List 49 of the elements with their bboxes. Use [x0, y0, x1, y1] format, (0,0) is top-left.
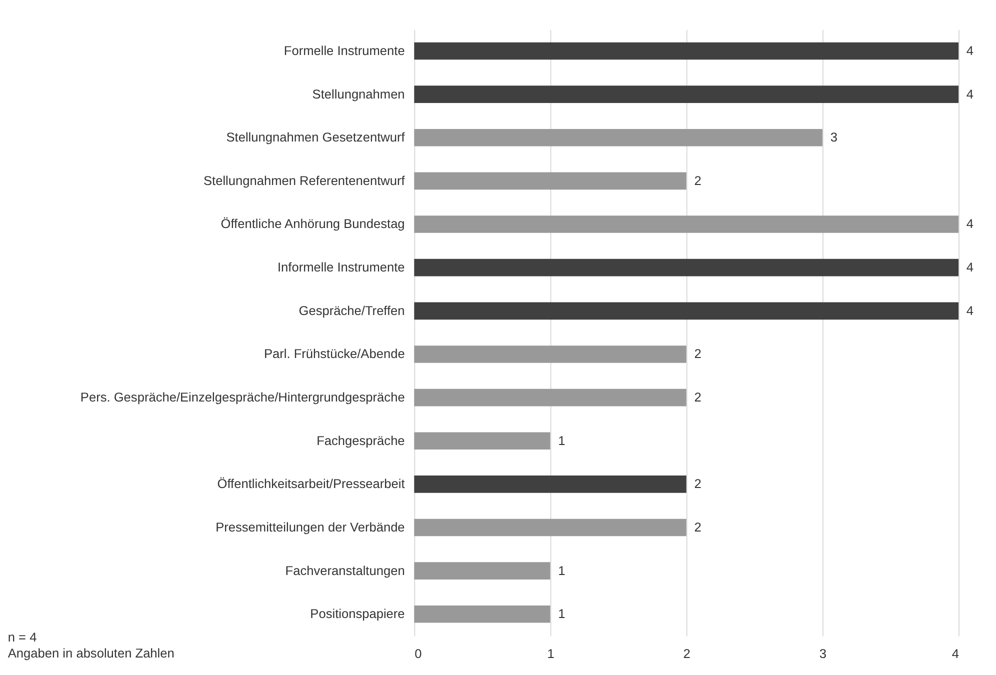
bar: [414, 172, 686, 190]
y-tick-label: Pers. Gespräche/Einzelgespräche/Hintergrundgespräche: [80, 389, 405, 404]
y-tick-label: Fachgespräche: [316, 432, 405, 448]
y-tick-label: Positionspapiere: [310, 606, 405, 622]
bar: [414, 42, 959, 60]
bar: [414, 346, 686, 363]
y-tick-label: Stellungnahmen: [312, 86, 405, 102]
data-label: 2: [694, 389, 702, 404]
bar: [414, 128, 822, 146]
data-label: 4: [966, 42, 974, 58]
y-tick-label: Stellungnahmen Gesetzentwurf: [226, 130, 406, 145]
data-label: 4: [966, 216, 974, 232]
data-label: 1: [558, 432, 566, 448]
bar: [414, 432, 550, 450]
data-label: 4: [966, 302, 974, 318]
y-tick-label: Parl. Frühstücke/Abende: [264, 346, 405, 362]
y-tick-label: Öffentliche Anhörung Bundestag: [220, 216, 405, 232]
x-tick-label: 0: [414, 646, 422, 661]
y-tick-label: Öffentlichkeitsarbeit/Pressearbeit: [217, 476, 406, 492]
x-tick-label: 1: [547, 646, 554, 661]
y-tick-label: Gespräche/Treffen: [298, 302, 405, 318]
bar: [414, 216, 959, 233]
bar: [414, 86, 959, 103]
data-label: 3: [830, 130, 838, 145]
x-tick-label: 2: [683, 646, 690, 661]
bar: [414, 476, 686, 493]
text: Angaben in absoluten Zahlen: [8, 646, 174, 660]
text: n = 4: [8, 630, 37, 645]
x-tick-label: 3: [819, 646, 826, 661]
bar: [414, 258, 959, 276]
data-label: 2: [694, 476, 702, 492]
data-label: 1: [558, 562, 566, 578]
y-tick-label: Formelle Instrumente: [284, 42, 405, 58]
data-label: 2: [694, 519, 702, 534]
data-label: 4: [966, 86, 974, 102]
y-tick-label: Pressemitteilungen der Verbände: [216, 519, 405, 534]
y-tick-label: Fachveranstaltungen: [285, 562, 405, 578]
data-label: 1: [558, 606, 566, 622]
bar: [414, 605, 550, 623]
data-label: 2: [694, 172, 702, 188]
data-label: 4: [966, 260, 974, 275]
x-tick-label: 4: [952, 646, 960, 661]
y-tick-label: Informelle Instrumente: [277, 260, 405, 275]
data-label: 2: [694, 346, 702, 362]
bar: [414, 302, 959, 320]
bar: [414, 518, 686, 536]
bar: [414, 388, 686, 406]
y-tick-label: Stellungnahmen Referentenentwurf: [203, 172, 406, 188]
bar: [414, 562, 550, 580]
